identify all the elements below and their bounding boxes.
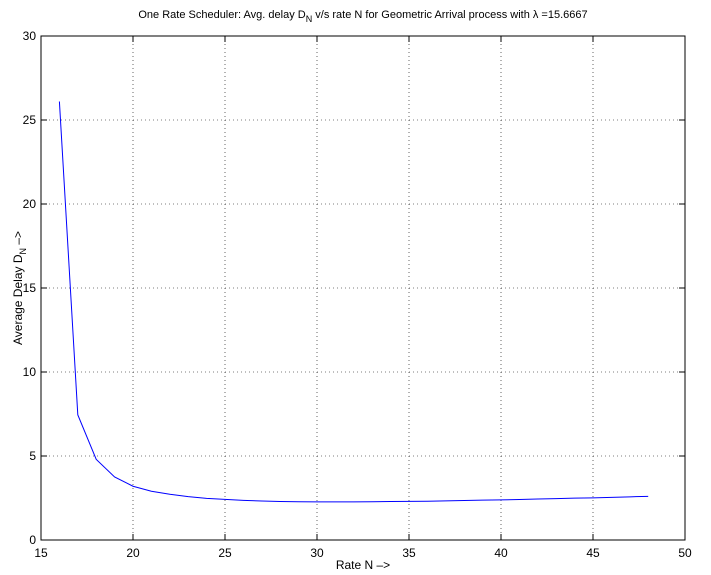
ticks: 15 20 25 30 35 40 45 50 0 5 10 15 20 25 30 (23, 29, 692, 560)
y-tick-label: 10 (23, 365, 37, 379)
y-label-after: –> (11, 231, 25, 248)
x-tick-label: 45 (586, 546, 600, 560)
x-tick-label: 40 (494, 546, 508, 560)
y-tick-label: 25 (23, 113, 37, 127)
x-tick-label: 35 (402, 546, 416, 560)
title-middle: v/s rate N for Geometric Arrival process… (312, 9, 533, 21)
series-line (58, 101, 649, 503)
x-tick-label: 50 (678, 546, 692, 560)
y-axis-label: Average Delay DN –> (11, 231, 28, 345)
x-tick-label: 30 (310, 546, 324, 560)
x-tick-label: 25 (218, 546, 232, 560)
title-lambda: λ (533, 9, 539, 21)
y-tick-label: 30 (23, 29, 37, 43)
x-tick-label: 15 (34, 546, 48, 560)
grid (41, 36, 685, 540)
title-after: =15.6667 (538, 9, 587, 21)
chart-title: One Rate Scheduler: Avg. delay DN v/s ra… (138, 9, 587, 24)
y-tick-label: 15 (23, 281, 37, 295)
x-axis-label: Rate N –> (336, 558, 390, 572)
y-tick-label: 0 (29, 533, 36, 547)
y-tick-label: 20 (23, 197, 37, 211)
y-label-subscript: N (18, 248, 28, 255)
title-subscript: N (306, 14, 313, 24)
x-tick-label: 20 (126, 546, 140, 560)
series (58, 101, 649, 503)
y-tick-label: 5 (29, 449, 36, 463)
